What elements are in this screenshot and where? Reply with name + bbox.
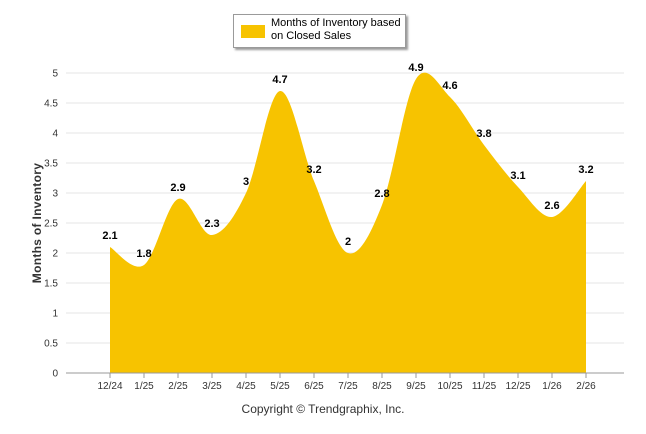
x-tick-label: 6/25 [304, 381, 324, 392]
y-tick-label: 2.5 [44, 219, 58, 230]
data-label: 3.1 [510, 170, 525, 182]
y-tick-label: 2 [52, 249, 58, 260]
y-tick-label: 3.5 [44, 159, 58, 170]
data-label: 3.2 [306, 164, 321, 176]
legend[interactable]: Months of Inventory based on Closed Sale… [233, 14, 406, 48]
data-label: 2.6 [544, 200, 559, 212]
series-area [110, 72, 586, 373]
y-axis-ticks: 0 0.5 1 1.5 2 2.5 3 3.5 4 4.5 5 [44, 69, 58, 380]
data-label: 4.9 [408, 62, 423, 74]
y-tick-label: 5 [52, 69, 58, 80]
x-tick-label: 9/25 [406, 381, 426, 392]
data-label: 2.8 [374, 188, 389, 200]
data-label: 3.8 [476, 128, 491, 140]
data-label: 4.7 [272, 74, 287, 86]
x-tick-label: 10/25 [437, 381, 462, 392]
x-tick-label: 2/26 [576, 381, 596, 392]
x-tick-label: 1/26 [542, 381, 562, 392]
x-tick-label: 12/25 [505, 381, 530, 392]
x-axis-ticks: 12/24 1/25 2/25 3/25 4/25 5/25 6/25 7/25 8/25 9/2… [97, 381, 596, 392]
y-tick-label: 1 [52, 309, 58, 320]
data-label: 3 [243, 176, 249, 188]
y-tick-label: 0.5 [44, 339, 58, 350]
legend-swatch [241, 25, 265, 38]
y-tick-label: 4 [52, 129, 58, 140]
x-tick-label: 4/25 [236, 381, 256, 392]
data-label: 2.1 [102, 230, 117, 242]
data-label: 2 [345, 236, 351, 248]
x-tick-label: 7/25 [338, 381, 358, 392]
copyright-text: Copyright © Trendgraphix, Inc. [241, 402, 405, 416]
x-tick-label: 3/25 [202, 381, 222, 392]
y-tick-label: 1.5 [44, 279, 58, 290]
x-tick-label: 1/25 [134, 381, 154, 392]
y-axis-title: Months of Inventory [30, 163, 44, 283]
x-axis [66, 372, 624, 378]
data-label: 3.2 [578, 164, 593, 176]
data-labels: 2.1 1.8 2.9 2.3 3 4.7 3.2 2 2.8 4.9 4.6 3.8 3.1 2.6 3.… [102, 62, 593, 260]
data-label: 4.6 [442, 80, 457, 92]
data-label: 1.8 [136, 248, 151, 260]
legend-label: Months of Inventory based on Closed Sale… [271, 17, 401, 42]
x-tick-label: 5/25 [270, 381, 290, 392]
x-tick-label: 8/25 [372, 381, 392, 392]
x-tick-label: 12/24 [97, 381, 122, 392]
y-tick-label: 0 [52, 369, 58, 380]
y-tick-label: 4.5 [44, 99, 58, 110]
x-tick-label: 2/25 [168, 381, 188, 392]
data-label: 2.3 [204, 218, 219, 230]
data-label: 2.9 [170, 182, 185, 194]
y-tick-label: 3 [52, 189, 58, 200]
x-tick-label: 11/25 [472, 381, 497, 392]
